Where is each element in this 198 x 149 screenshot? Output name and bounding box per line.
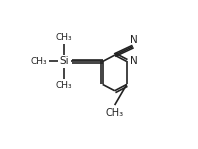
Text: N: N [129,56,137,66]
Text: CH₃: CH₃ [56,81,72,90]
Text: N: N [130,35,138,45]
Text: CH₃: CH₃ [56,33,72,42]
Text: CH₃: CH₃ [30,57,47,66]
Text: Si: Si [59,56,69,66]
Text: CH₃: CH₃ [106,108,124,118]
